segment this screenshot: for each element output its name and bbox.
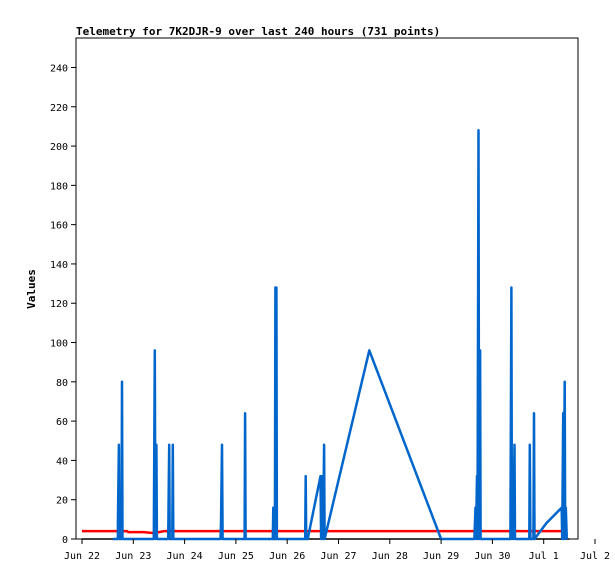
y-tick-label: 80 [56,378,68,389]
x-tick-label: Jul 1 [529,551,559,562]
x-tick-label: Jun 29 [423,551,459,562]
y-tick-label: 180 [50,181,68,192]
y-tick-label: 140 [50,260,68,271]
y-axis-label: Values [25,269,38,309]
series-line-2 [112,129,569,541]
y-tick-label: 120 [50,299,68,310]
x-tick-label: Jun 25 [218,551,254,562]
y-tick-label: 220 [50,103,68,114]
x-tick-label: Jun 28 [372,551,408,562]
chart-title: Telemetry for 7K2DJR-9 over last 240 hou… [76,25,440,38]
x-tick-label: Jul 2 [580,551,610,562]
series-line-1 [82,529,567,535]
y-tick-label: 100 [50,339,68,350]
series-layer [82,129,570,541]
x-tick-label: Jun 30 [474,551,510,562]
x-tick-label: Jun 27 [320,551,356,562]
y-tick-label: 200 [50,142,68,153]
y-tick-label: 0 [62,535,68,546]
y-tick-label: 40 [56,456,68,467]
x-tick-label: Jun 24 [167,551,203,562]
y-tick-label: 60 [56,417,68,428]
x-tick-label: Jun 23 [115,551,151,562]
plot-frame [75,37,579,540]
y-tick-label: 20 [56,496,68,507]
y-tick-label: 240 [50,63,68,74]
x-tick-label: Jun 22 [64,551,100,562]
x-tick-label: Jun 26 [269,551,305,562]
x-axis: Jun 22 Jun 23 Jun 24 Jun 25 Jun 26 Jun 27 Jun … [64,539,610,562]
y-tick-label: 160 [50,221,68,232]
y-axis: 0 20 40 60 80 100 120 140 160 180 200 220 240 [50,63,76,546]
